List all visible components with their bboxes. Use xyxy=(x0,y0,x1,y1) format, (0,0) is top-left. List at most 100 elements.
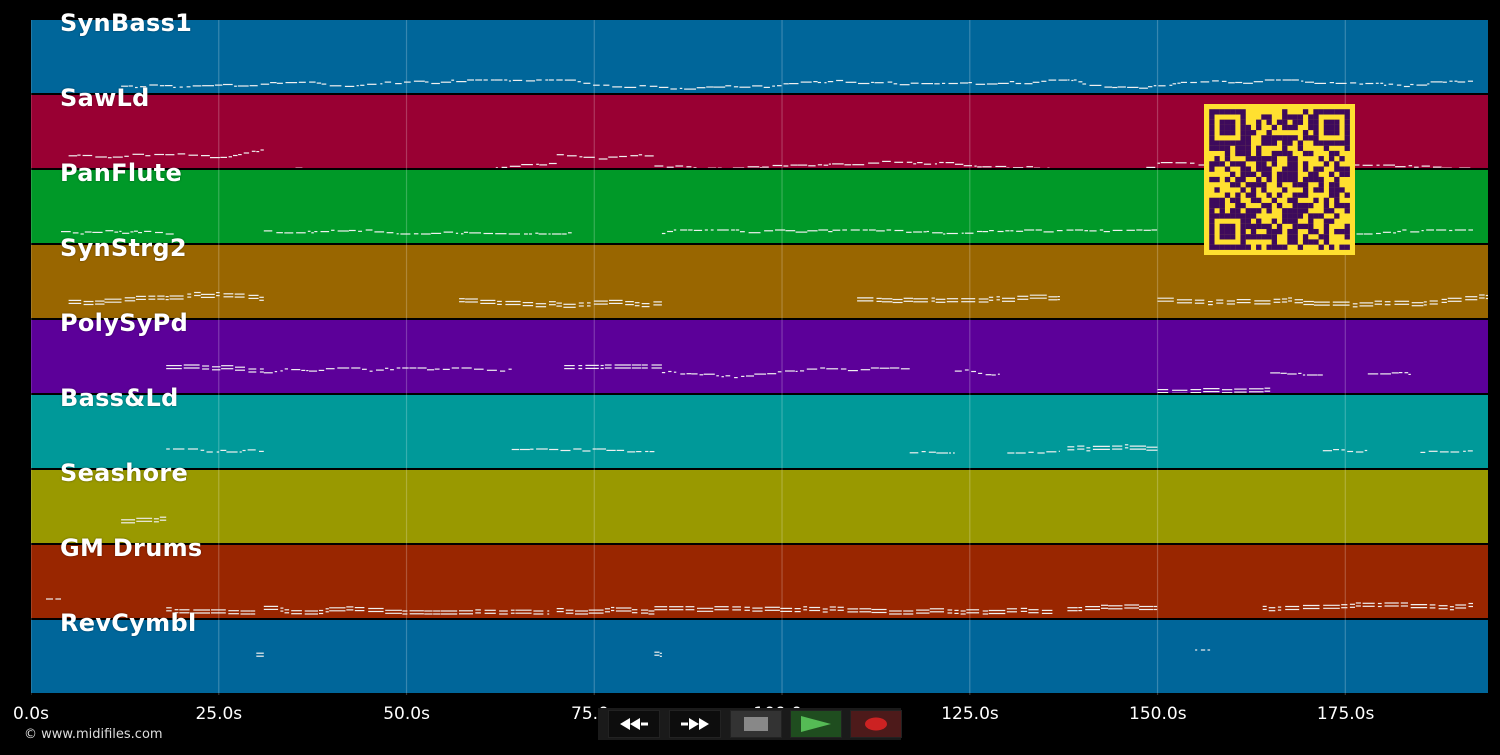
qr-module xyxy=(1219,140,1225,146)
qr-module xyxy=(1292,197,1298,204)
qr-module xyxy=(1287,208,1293,214)
qr-module xyxy=(1230,130,1236,136)
qr-module xyxy=(1245,213,1251,219)
qr-module xyxy=(1308,202,1314,209)
qr-module xyxy=(1344,140,1350,146)
qr-module xyxy=(1256,176,1262,183)
track-polysypd[interactable]: PolySyPd xyxy=(31,309,1488,395)
qr-module xyxy=(1209,109,1215,115)
qr-module xyxy=(1323,208,1330,214)
qr-module xyxy=(1266,135,1272,141)
fast-forward-button[interactable] xyxy=(669,710,721,738)
qr-module xyxy=(1209,145,1215,151)
qr-module xyxy=(1271,140,1278,146)
qr-module xyxy=(1250,228,1257,235)
qr-module xyxy=(1250,234,1257,240)
qr-module xyxy=(1276,202,1283,209)
qr-module xyxy=(1219,109,1225,115)
qr-module xyxy=(1313,176,1319,183)
qr-module xyxy=(1224,124,1231,131)
qr-module xyxy=(1224,130,1231,136)
qr-module xyxy=(1292,218,1298,224)
qr-module xyxy=(1328,156,1335,162)
qr-module xyxy=(1219,145,1225,151)
qr-module xyxy=(1282,176,1288,183)
track-revcymbl[interactable]: RevCymbl xyxy=(31,609,1488,695)
qr-module xyxy=(1334,166,1340,172)
qr-module xyxy=(1318,176,1324,183)
qr-module xyxy=(1313,228,1319,235)
qr-module xyxy=(1328,182,1335,188)
qr-module xyxy=(1344,145,1350,151)
qr-module xyxy=(1344,202,1350,209)
qr-module xyxy=(1276,223,1283,230)
time-tick-label: 0.0s xyxy=(13,704,49,724)
qr-module xyxy=(1292,124,1298,131)
qr-module xyxy=(1256,119,1262,125)
qr-module xyxy=(1224,213,1231,219)
qr-module xyxy=(1230,109,1236,115)
qr-module xyxy=(1276,192,1283,198)
qr-module xyxy=(1276,119,1283,125)
qr-module xyxy=(1292,171,1298,178)
qr-module xyxy=(1240,234,1246,240)
qr-module xyxy=(1339,156,1345,162)
qr-module xyxy=(1276,135,1283,141)
qr-module xyxy=(1313,119,1319,125)
qr-module xyxy=(1302,187,1309,193)
qr-module xyxy=(1334,202,1340,209)
play-button[interactable] xyxy=(790,710,842,738)
stop-button[interactable] xyxy=(730,710,782,738)
qr-module xyxy=(1297,202,1304,209)
qr-module xyxy=(1302,182,1309,188)
qr-module xyxy=(1344,171,1350,178)
qr-module xyxy=(1250,130,1257,136)
record-button[interactable] xyxy=(850,710,902,738)
qr-module xyxy=(1261,234,1267,240)
qr-module xyxy=(1224,119,1231,125)
qr-module xyxy=(1287,156,1293,162)
qr-module xyxy=(1219,161,1225,167)
qr-module xyxy=(1240,213,1246,219)
qr-module xyxy=(1245,182,1251,188)
qr-module xyxy=(1339,166,1345,172)
qr-module xyxy=(1334,197,1340,204)
qr-module xyxy=(1240,244,1246,250)
rewind-button[interactable] xyxy=(608,710,660,738)
qr-module xyxy=(1245,218,1251,224)
qr-module xyxy=(1266,228,1272,235)
qr-module xyxy=(1302,239,1309,245)
qr-module xyxy=(1313,124,1319,131)
track-bass-ld[interactable]: Bass&Ld xyxy=(31,384,1488,470)
qr-module xyxy=(1219,197,1225,204)
qr-module xyxy=(1323,228,1330,235)
qr-module xyxy=(1209,130,1215,136)
copyright-text: © www.midifiles.com xyxy=(24,727,163,742)
qr-module xyxy=(1230,140,1236,146)
track-synstrg2[interactable]: SynStrg2 xyxy=(31,234,1488,320)
qr-module xyxy=(1292,156,1298,162)
qr-module xyxy=(1323,109,1330,115)
qr-module xyxy=(1271,156,1278,162)
qr-module xyxy=(1271,150,1278,157)
qr-module xyxy=(1287,213,1293,219)
qr-module xyxy=(1292,176,1298,183)
qr-module xyxy=(1276,228,1283,235)
qr-module xyxy=(1209,239,1215,245)
qr-module xyxy=(1344,223,1350,230)
qr-module xyxy=(1302,161,1309,167)
qr-module xyxy=(1292,213,1298,219)
track-gm-drums[interactable]: GM Drums xyxy=(31,534,1488,620)
qr-module xyxy=(1302,130,1309,136)
qr-module xyxy=(1256,150,1262,157)
track-seashore[interactable]: Seashore xyxy=(31,459,1488,545)
track-synbass1[interactable]: SynBass1 xyxy=(31,9,1488,95)
qr-module xyxy=(1240,130,1246,136)
qr-module xyxy=(1250,192,1257,198)
qr-module xyxy=(1308,135,1314,141)
qr-module xyxy=(1224,140,1231,146)
qr-module xyxy=(1219,202,1225,209)
piano-roll-timeline[interactable]: SynBass1 SawLd PanFlute SynStrg2 PolySyP… xyxy=(31,9,1488,695)
qr-module xyxy=(1292,135,1298,141)
qr-module xyxy=(1282,187,1288,193)
